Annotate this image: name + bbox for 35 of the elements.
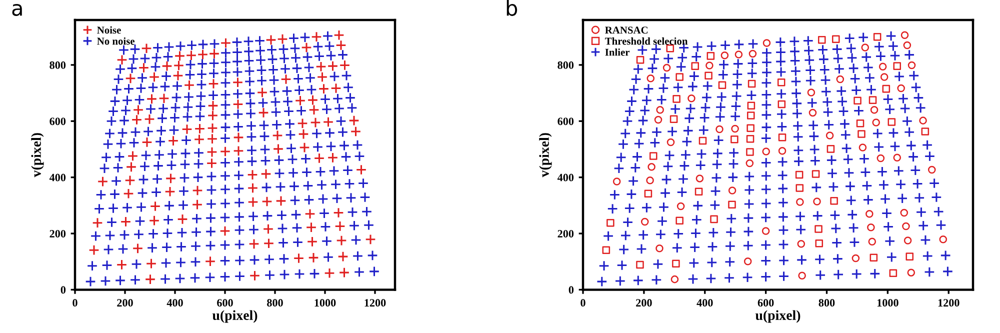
y-tick-label: 200 xyxy=(558,230,574,238)
y-tick-label: 0 xyxy=(568,286,574,294)
x-tick-label: 200 xyxy=(117,299,133,307)
x-tick-label: 0 xyxy=(580,299,586,307)
x-tick-label: 1000 xyxy=(877,299,898,307)
legend-label: RANSAC xyxy=(605,26,648,34)
x-tick-label: 400 xyxy=(696,299,713,307)
y-axis-title: v(pixel) xyxy=(539,133,552,178)
x-tick-label: 800 xyxy=(267,299,283,307)
x-tick-label: 200 xyxy=(636,299,652,307)
x-tick-label: 600 xyxy=(758,299,774,307)
y-tick-label: 800 xyxy=(558,61,574,69)
y-tick-label: 600 xyxy=(558,118,574,126)
legend-label: Noise xyxy=(97,26,121,34)
x-tick-label: 1200 xyxy=(364,299,386,307)
y-axis-title: v(pixel) xyxy=(31,133,44,178)
x-tick-label: 0 xyxy=(72,299,78,307)
y-tick-label: 800 xyxy=(50,61,66,69)
x-tick-label: 400 xyxy=(166,299,183,307)
chart-title: b xyxy=(506,0,518,16)
y-tick-label: 600 xyxy=(50,118,66,126)
chart-title: a xyxy=(12,4,22,16)
x-tick-label: 1200 xyxy=(938,299,960,307)
y-tick-label: 0 xyxy=(60,286,66,294)
x-tick-label: 1000 xyxy=(314,299,336,307)
y-tick-label: 400 xyxy=(49,174,66,182)
legend-label: Threshold selecion xyxy=(605,37,688,45)
x-tick-label: 600 xyxy=(217,299,233,307)
y-tick-label: 400 xyxy=(557,174,574,182)
x-tick-label: 800 xyxy=(818,299,835,307)
y-tick-label: 200 xyxy=(50,230,66,238)
x-axis-title: u(pixel) xyxy=(755,310,800,323)
x-axis-title: u(pixel) xyxy=(212,310,258,323)
legend-label: No noise xyxy=(97,37,135,45)
legend-label: Inlier xyxy=(605,48,630,56)
